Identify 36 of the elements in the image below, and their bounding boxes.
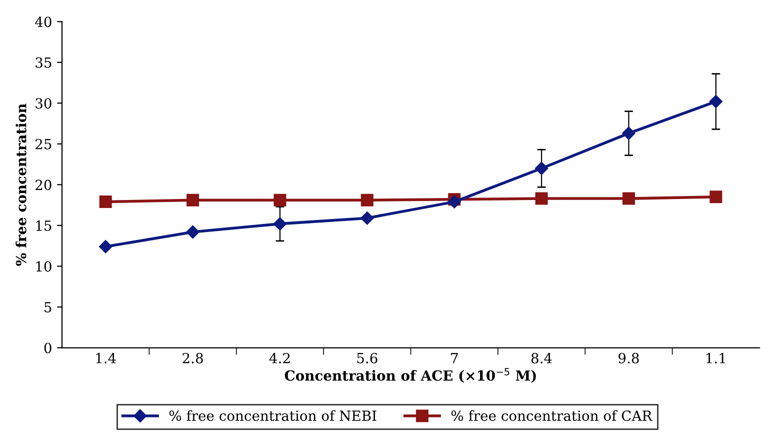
point xyxy=(709,94,722,108)
x-tick-label: 4.2 xyxy=(269,352,290,364)
point xyxy=(274,194,286,206)
x-tick-label: 1.4 xyxy=(96,352,116,364)
x-tick-label: 7 xyxy=(451,353,458,364)
point xyxy=(273,217,287,230)
y-tick-label: 35 xyxy=(36,57,52,68)
point xyxy=(99,196,112,208)
point xyxy=(360,194,374,206)
point xyxy=(710,190,722,204)
x-axis-title: Concentration of ACE (×10$^{−5}$ M) xyxy=(284,368,536,383)
y-tick-label: 15 xyxy=(36,220,52,231)
y-tick-label: 25 xyxy=(36,138,52,150)
point xyxy=(186,225,200,239)
x-tick-label: 2.8 xyxy=(182,352,203,364)
point xyxy=(622,192,635,205)
y-tick-label: 20 xyxy=(36,180,52,190)
point xyxy=(534,162,548,175)
x-tick-label: 8.4 xyxy=(531,352,552,364)
point xyxy=(448,195,461,208)
y-tick-label: 30 xyxy=(36,98,52,109)
y-tick-label: 10 xyxy=(36,261,52,272)
point xyxy=(622,126,636,140)
point xyxy=(99,240,112,254)
y-tick-label: 40 xyxy=(35,16,52,28)
point xyxy=(535,192,548,205)
legend-label: % free concentration of CAR xyxy=(451,410,653,421)
point xyxy=(186,194,200,206)
y-tick-label: 0 xyxy=(44,342,52,354)
x-tick-label: 5.6 xyxy=(357,352,378,364)
x-tick-label: 9.8 xyxy=(618,352,639,364)
x-tick-label: 1.1 xyxy=(706,352,725,364)
legend-label: % free concentration of NEBI xyxy=(169,410,376,421)
y-tick-label: 5 xyxy=(44,302,52,312)
point xyxy=(360,212,374,225)
y-axis-title: % free concentration xyxy=(16,104,26,266)
